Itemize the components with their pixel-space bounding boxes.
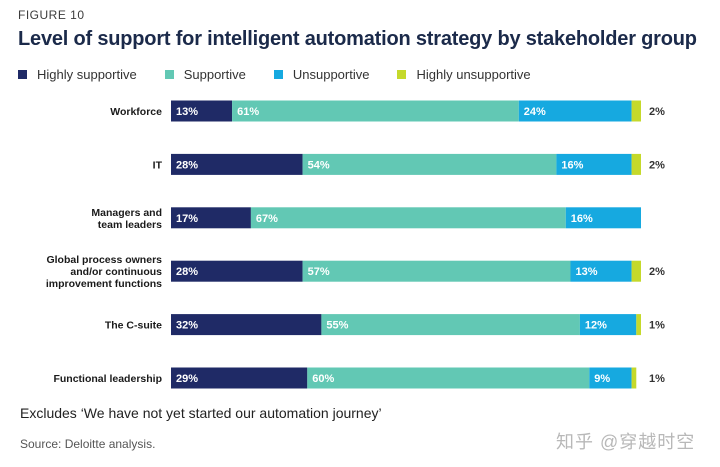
data-label: 16% [561, 159, 583, 171]
bar-segment-highly-supportive [171, 367, 308, 389]
data-label: 57% [308, 266, 330, 278]
data-label: 17% [176, 213, 198, 225]
data-label: 67% [256, 213, 278, 225]
category-label: improvement functions [46, 278, 162, 290]
category-label: and/or continuous [70, 266, 162, 278]
bar-segment-unsupportive [589, 367, 632, 389]
data-label: 1% [649, 373, 665, 385]
legend-label-supportive: Supportive [183, 67, 246, 82]
data-label: 12% [585, 320, 607, 332]
data-label: 29% [176, 373, 198, 385]
source-text: Source: Deloitte analysis. [20, 437, 156, 451]
data-label: 2% [649, 266, 665, 278]
data-label: 1% [649, 320, 665, 332]
bar-segment-unsupportive [556, 153, 632, 175]
bar-segment-highly-unsupportive [631, 367, 637, 389]
bar-segment-highly-unsupportive [636, 314, 641, 336]
data-label: 60% [312, 373, 334, 385]
bar-segment-highly-unsupportive [631, 100, 641, 122]
legend-swatch-highly-unsupportive [397, 70, 407, 79]
data-label: 24% [524, 106, 546, 118]
bar-segment-supportive [302, 153, 557, 175]
data-label: 32% [176, 320, 198, 332]
data-label: 2% [649, 106, 665, 118]
bar-segment-supportive [302, 260, 571, 282]
legend: Highly supportive Supportive Unsupportiv… [18, 67, 559, 82]
legend-label-highly-unsupportive: Highly unsupportive [416, 67, 531, 82]
data-label: 28% [176, 159, 198, 171]
bar-segment-supportive [250, 207, 566, 229]
category-label: team leaders [98, 219, 162, 231]
category-label: Functional leadership [53, 373, 162, 385]
bar-segment-highly-supportive [171, 100, 233, 122]
bar-segment-unsupportive [565, 207, 641, 229]
data-label: 13% [576, 266, 598, 278]
legend-item-unsupportive: Unsupportive [273, 67, 370, 82]
category-label: The C-suite [105, 320, 162, 332]
legend-swatch-highly-supportive [18, 70, 27, 79]
bar-segment-unsupportive [570, 260, 632, 282]
category-label: Managers and [91, 207, 162, 219]
legend-swatch-unsupportive [273, 70, 283, 79]
data-label: 9% [594, 373, 610, 385]
bar-segment-highly-supportive [171, 314, 322, 336]
bar-segment-unsupportive [518, 100, 632, 122]
data-label: 54% [308, 159, 330, 171]
category-label: IT [153, 159, 163, 171]
bar-segment-supportive [232, 100, 519, 122]
legend-label-highly-supportive: Highly supportive [37, 67, 137, 82]
watermark-text: 知乎 @穿越时空 [556, 432, 696, 452]
figure-label: FIGURE 10 [18, 8, 85, 22]
legend-label-unsupportive: Unsupportive [292, 67, 370, 82]
data-label: 61% [237, 106, 259, 118]
legend-item-highly-supportive: Highly supportive [18, 67, 137, 82]
chart-note: Excludes ‘We have not yet started our au… [20, 405, 382, 421]
legend-swatch-supportive [164, 70, 174, 79]
legend-item-supportive: Supportive [164, 67, 246, 82]
bar-segment-supportive [307, 367, 590, 389]
category-label: Workforce [110, 106, 162, 118]
bar-segment-supportive [321, 314, 580, 336]
data-label: 55% [326, 320, 348, 332]
stacked-bar-chart: Workforce 13% 61% 24% 2% IT 28% 54% 16% 2% Manager… [46, 100, 665, 389]
legend-item-highly-unsupportive: Highly unsupportive [397, 67, 531, 82]
data-label: 2% [649, 159, 665, 171]
data-label: 16% [571, 213, 593, 225]
category-label: Global process owners [46, 254, 162, 266]
bar-segment-highly-unsupportive [631, 153, 641, 175]
bar-segment-highly-supportive [171, 207, 251, 229]
data-label: 13% [176, 106, 198, 118]
bar-segment-highly-unsupportive [631, 260, 641, 282]
chart-title: Level of support for intelligent automat… [18, 28, 697, 50]
bar-segment-highly-supportive [171, 153, 303, 175]
bar-segment-highly-supportive [171, 260, 303, 282]
bar-segment-unsupportive [579, 314, 637, 336]
data-label: 28% [176, 266, 198, 278]
